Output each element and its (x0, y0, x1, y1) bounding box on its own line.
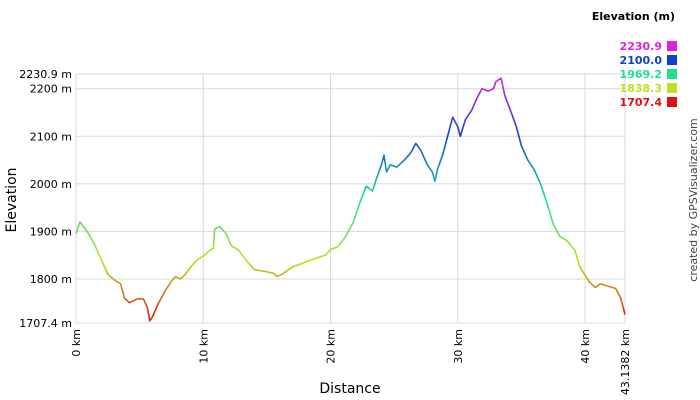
legend-swatch (667, 83, 677, 93)
y-tick-label: 1900 m (30, 225, 72, 238)
credit: created by GPSVisualizer.com (687, 118, 700, 281)
y-tick-label: 1707.4 m (19, 317, 72, 330)
x-tick-label: 43.1382 km (619, 329, 632, 395)
y-tick-label: 2230.9 m (19, 68, 72, 81)
y-tick-label: 1800 m (30, 273, 72, 286)
legend-swatch (667, 69, 677, 79)
legend-value: 1838.3 (620, 82, 662, 95)
x-tick-label: 0 km (70, 329, 83, 357)
legend-swatch (667, 41, 677, 51)
legend-value: 2230.9 (620, 40, 662, 53)
y-axis-title: Elevation (4, 167, 20, 232)
x-tick-label: 40 km (579, 329, 592, 364)
y-tick-label: 2000 m (30, 178, 72, 191)
x-tick-label: 10 km (197, 329, 210, 364)
x-axis-title: Distance (319, 381, 380, 397)
x-tick-label: 20 km (325, 329, 338, 364)
legend-swatch (667, 55, 677, 65)
legend-value: 2100.0 (620, 54, 663, 67)
y-tick-label: 2100 m (30, 130, 72, 143)
legend-value: 1969.2 (620, 68, 662, 81)
legend-title: Elevation (m) (592, 10, 675, 23)
y-tick-label: 2200 m (30, 83, 72, 96)
legend-value: 1707.4 (620, 96, 663, 109)
legend-swatch (667, 97, 677, 107)
x-tick-label: 30 km (452, 329, 465, 364)
elevation-line (75, 77, 626, 322)
